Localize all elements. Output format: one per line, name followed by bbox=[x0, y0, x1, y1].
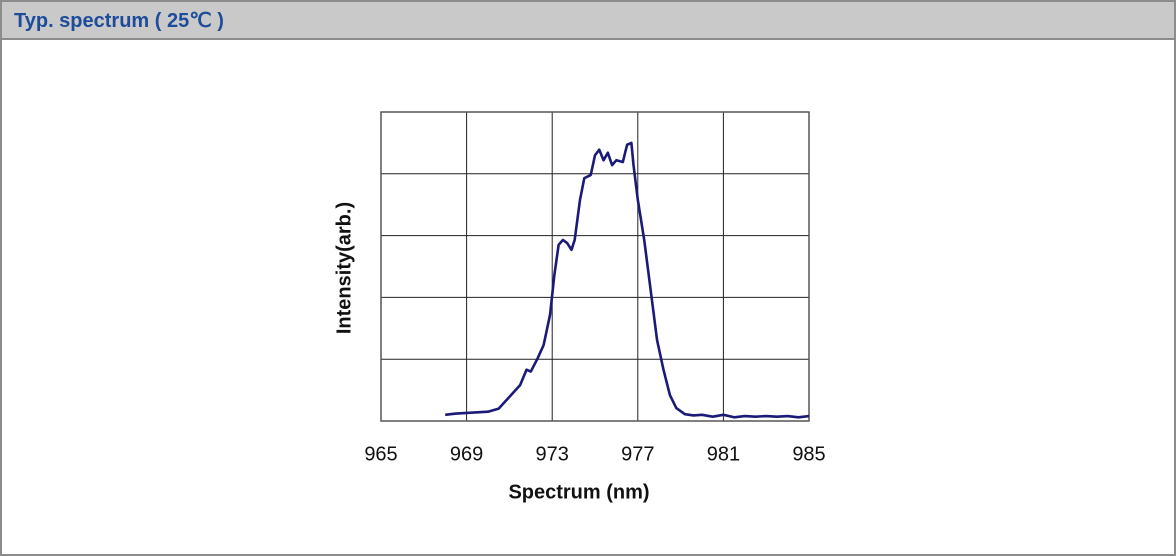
plot-frame bbox=[380, 111, 810, 422]
y-axis-label: Intensity(arb.) bbox=[333, 202, 355, 334]
x-tick-label: 965 bbox=[364, 443, 397, 465]
x-tick-label: 969 bbox=[450, 443, 483, 465]
x-tick-label: 985 bbox=[792, 443, 825, 465]
panel-title: Typ. spectrum ( 25℃ ) bbox=[2, 2, 1174, 40]
spectrum-line bbox=[445, 141, 810, 419]
x-axis-label: Spectrum (nm) bbox=[508, 481, 649, 503]
x-tick-label: 973 bbox=[536, 443, 569, 465]
x-tick-label: 981 bbox=[707, 443, 740, 465]
x-tick-label: 977 bbox=[621, 443, 654, 465]
